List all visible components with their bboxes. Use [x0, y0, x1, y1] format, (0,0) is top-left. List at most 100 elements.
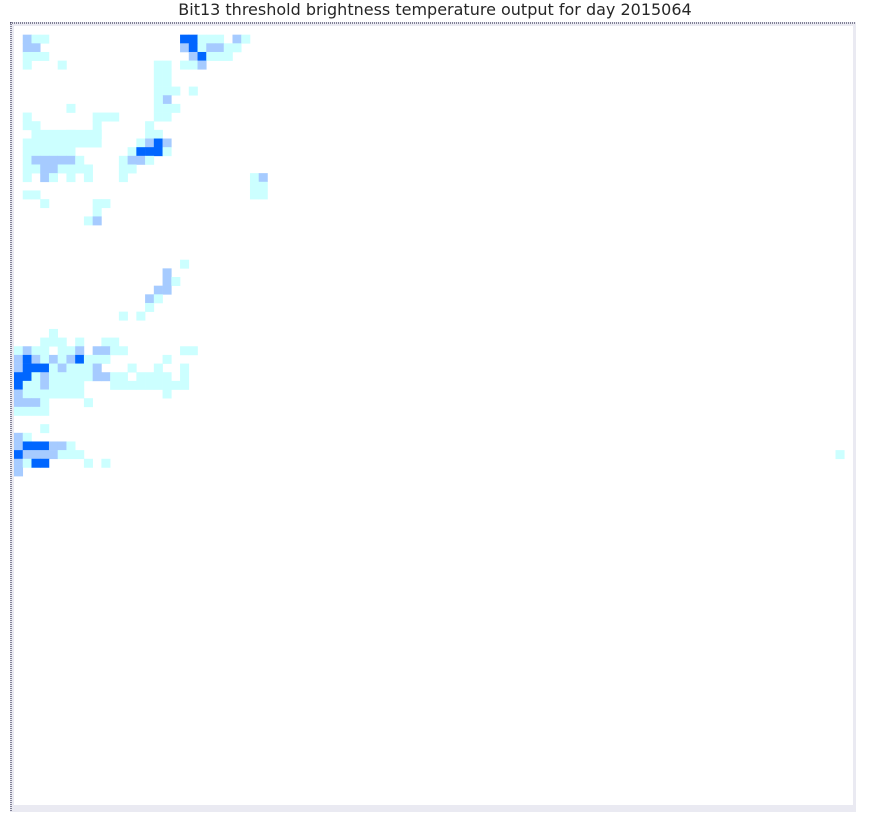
heatmap-cell-160: [92, 346, 102, 356]
heatmap-cell-59: [145, 121, 155, 131]
heatmap-cell-28: [197, 51, 207, 61]
heatmap-cell-196: [57, 372, 67, 382]
heatmap-cell-49: [171, 103, 181, 113]
heatmap-cell-171: [57, 354, 67, 364]
heatmap-cell-234: [162, 389, 172, 399]
heatmap-cell-136: [162, 268, 172, 278]
heatmap-cell-80: [48, 147, 58, 157]
heatmap-cell-11: [22, 121, 32, 131]
heatmap-cell-116: [136, 155, 146, 165]
heatmap-cell-205: [145, 372, 155, 382]
heatmap-cell-263: [22, 458, 32, 468]
heatmap-cell-202: [110, 372, 120, 382]
heatmap-cell-106: [145, 138, 155, 148]
heatmap-cell-107: [153, 138, 163, 148]
heatmap-cell-52: [66, 103, 76, 113]
heatmap-cell-117: [145, 155, 155, 165]
heatmap-cell-192: [22, 372, 32, 382]
heatmap-cell-125: [249, 190, 260, 200]
heatmap-cell-121: [249, 173, 260, 183]
heatmap-cell-240: [14, 406, 24, 416]
heatmap-cell-87: [57, 155, 67, 165]
heatmap-cell-249: [31, 441, 41, 451]
heatmap-cell-207: [162, 372, 172, 382]
heatmap-cell-194: [40, 372, 50, 382]
heatmap-cell-130: [92, 199, 102, 209]
heatmap-cell-172: [66, 354, 76, 364]
heatmap-cell-50: [153, 112, 163, 122]
heatmap-cell-185: [75, 363, 85, 373]
heatmap-cell-155: [31, 346, 41, 356]
heatmap-cell-266: [101, 458, 111, 468]
heatmap-cell-218: [118, 380, 128, 390]
heatmap-cell-256: [31, 450, 41, 460]
heatmap-cell-193: [31, 372, 41, 382]
heatmap-cell-20: [180, 43, 190, 53]
heatmap-cell-124: [258, 181, 268, 191]
heatmap-cell-129: [40, 199, 50, 209]
heatmap-cell-120: [118, 173, 128, 183]
heatmap-cell-211: [31, 380, 41, 390]
heatmap-cell-78: [31, 147, 41, 157]
heatmap-cell-178: [14, 363, 24, 373]
heatmap-cell-89: [75, 155, 85, 165]
heatmap-cell-41: [153, 86, 163, 96]
heatmap-cell-222: [153, 380, 163, 390]
heatmap-cell-132: [92, 207, 102, 217]
heatmap-cell-187: [92, 363, 102, 373]
heatmap-cell-261: [75, 450, 85, 460]
heatmap-cell-236: [22, 398, 32, 408]
heatmap-cell-24: [215, 43, 225, 53]
heatmap-cell-17: [215, 34, 225, 44]
heatmap-cell-70: [40, 138, 50, 148]
heatmap-cell-176: [101, 354, 111, 364]
heatmap-cell-131: [101, 199, 111, 209]
heatmap-cell-105: [136, 138, 146, 148]
heatmap-cell-145: [136, 311, 146, 321]
heatmap-cell-245: [14, 432, 24, 442]
heatmap-cell-146: [48, 328, 58, 338]
heatmap-cell-46: [153, 95, 163, 105]
heatmap-cell-250: [40, 441, 50, 451]
heatmap-cell-165: [188, 346, 198, 356]
heatmap-cell-79: [40, 147, 50, 157]
heatmap-cell-95: [66, 164, 76, 174]
heatmap-cell-265: [40, 458, 50, 468]
heatmap-cell-225: [180, 380, 190, 390]
heatmap-cell-115: [127, 155, 137, 165]
heatmap-cell-26: [232, 43, 242, 53]
heatmap-cell-229: [40, 389, 50, 399]
heatmap-cell-10: [22, 112, 32, 122]
heatmap-cell-47: [153, 103, 163, 113]
heatmap-cell-133: [83, 216, 93, 226]
heatmap-cell-66: [83, 129, 93, 139]
heatmap-cell-71: [48, 138, 58, 148]
heatmap-cell-174: [83, 354, 93, 364]
heatmap-cell-244: [40, 424, 50, 434]
heatmap-cell-147: [40, 337, 50, 347]
heatmap-cell-96: [75, 164, 85, 174]
heatmap-cell-112: [153, 147, 163, 157]
heatmap-cell-7: [40, 51, 50, 61]
heatmap-cell-220: [136, 380, 146, 390]
heatmap-cell-29: [206, 51, 216, 61]
heatmap-cell-103: [145, 129, 155, 139]
heatmap-cell-167: [22, 354, 32, 364]
heatmap-cell-54: [101, 112, 111, 122]
heatmap-plot: [10, 22, 856, 812]
heatmap-cell-163: [118, 346, 128, 356]
heatmap-cell-12: [31, 121, 41, 131]
heatmap-cell-63: [57, 129, 67, 139]
heatmap-cell-199: [83, 372, 93, 382]
heatmap-cell-99: [40, 173, 50, 183]
heatmap-cell-102: [83, 173, 93, 183]
heatmap-cell-195: [48, 372, 58, 382]
heatmap-cell-144: [118, 311, 128, 321]
heatmap-cell-111: [145, 147, 155, 157]
heatmap-cell-42: [162, 86, 172, 96]
heatmap-cell-91: [31, 164, 41, 174]
heatmap-cell-118: [118, 164, 128, 174]
heatmap-cell-182: [48, 363, 58, 373]
heatmap-cells: [14, 34, 845, 477]
heatmap-cell-208: [180, 372, 190, 382]
